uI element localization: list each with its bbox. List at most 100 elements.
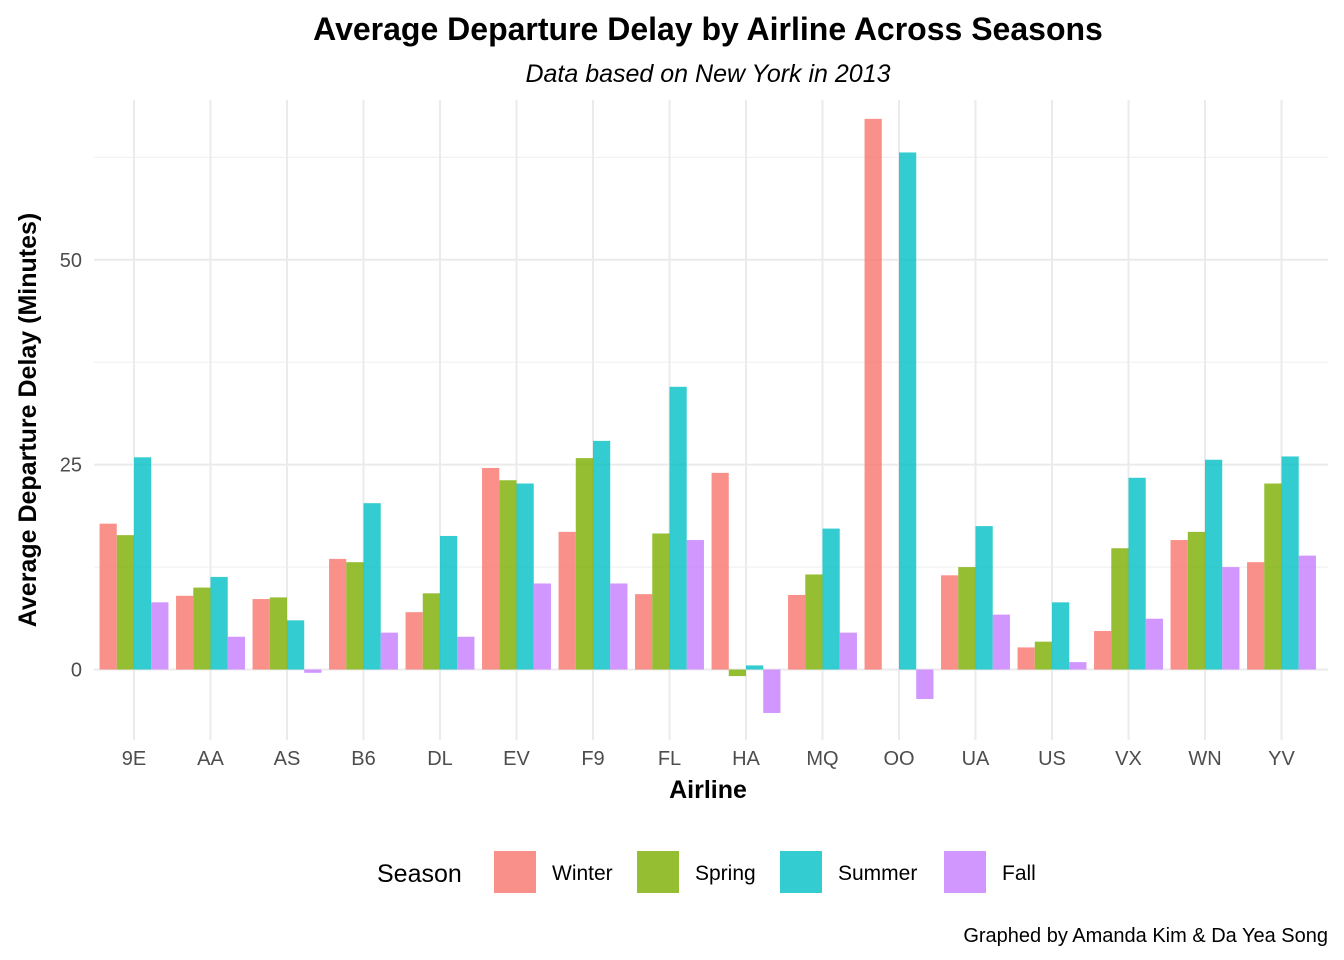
- bar-winter-b6: [329, 558, 347, 670]
- x-tick-label: AA: [197, 748, 224, 770]
- bar-summer-ev: [516, 483, 534, 670]
- bar-summer-oo: [899, 152, 917, 670]
- y-tick-label: 50: [60, 250, 82, 272]
- x-tick-label: VX: [1115, 748, 1142, 770]
- bar-spring-ha: [728, 669, 746, 677]
- bar-fall-yv: [1298, 555, 1316, 670]
- bar-spring-fl: [652, 533, 670, 670]
- bar-summer-ha: [746, 665, 764, 670]
- bar-spring-ua: [958, 567, 976, 670]
- legend-key-fall: [944, 851, 986, 893]
- x-tick-label: UA: [962, 748, 990, 770]
- legend-label-summer: Summer: [838, 862, 917, 885]
- bar-winter-aa: [176, 595, 194, 670]
- bar-fall-us: [1069, 662, 1087, 670]
- bar-winter-dl: [405, 612, 423, 670]
- bar-fall-vx: [1145, 618, 1163, 670]
- bar-summer-us: [1052, 602, 1070, 670]
- y-tick-label: 25: [60, 455, 82, 477]
- x-tick-label: US: [1038, 748, 1066, 770]
- bar-spring-as: [269, 597, 288, 670]
- chart-subtitle: Data based on New York in 2013: [525, 60, 890, 88]
- caption: Graphed by Amanda Kim & Da Yea Song: [963, 925, 1328, 947]
- bar-fall-fl: [686, 540, 704, 670]
- bars: [99, 118, 1316, 713]
- bar-summer-as: [287, 620, 305, 670]
- bar-summer-vx: [1128, 477, 1146, 670]
- bar-spring-wn: [1187, 531, 1205, 670]
- bar-spring-aa: [193, 587, 211, 670]
- bar-spring-9e: [116, 535, 135, 670]
- bar-winter-9e: [99, 523, 117, 670]
- bar-spring-vx: [1111, 548, 1129, 670]
- bar-spring-dl: [422, 593, 441, 670]
- bar-summer-9e: [134, 457, 152, 670]
- y-tick-labels: 0 25 50: [60, 250, 82, 682]
- x-tick-label: DL: [427, 748, 453, 770]
- legend-key-spring: [637, 851, 679, 893]
- bar-winter-fl: [635, 594, 653, 670]
- x-tick-label: OO: [883, 748, 914, 770]
- bar-fall-mq: [839, 632, 857, 670]
- bar-summer-wn: [1205, 459, 1223, 670]
- legend-label-winter: Winter: [552, 862, 613, 885]
- x-tick-label: AS: [274, 748, 301, 770]
- bar-summer-b6: [363, 503, 381, 670]
- bar-winter-ha: [711, 472, 729, 670]
- legend-label-fall: Fall: [1002, 862, 1036, 885]
- bar-summer-mq: [822, 528, 840, 670]
- bar-summer-ua: [975, 526, 993, 670]
- x-tick-label: FL: [658, 748, 681, 770]
- bar-fall-ha: [763, 669, 781, 713]
- y-axis-title: Average Departure Delay (Minutes): [14, 213, 42, 627]
- bar-fall-9e: [151, 602, 169, 670]
- legend-title: Season: [377, 860, 462, 888]
- bar-fall-ua: [992, 614, 1010, 670]
- bar-spring-us: [1034, 641, 1052, 670]
- legend-label-spring: Spring: [695, 862, 756, 885]
- bar-summer-dl: [440, 535, 458, 670]
- bar-summer-aa: [210, 576, 228, 670]
- bar-fall-dl: [457, 636, 475, 670]
- x-tick-label: EV: [503, 748, 530, 770]
- bar-fall-oo: [916, 669, 934, 700]
- bar-winter-us: [1017, 647, 1035, 670]
- x-axis-title: Airline: [669, 776, 747, 804]
- x-tick-label: B6: [351, 748, 375, 770]
- bar-summer-f9: [593, 440, 611, 670]
- x-tick-label: MQ: [806, 748, 838, 770]
- bar-spring-mq: [805, 574, 823, 670]
- bar-winter-ua: [941, 575, 959, 670]
- bar-spring-b6: [346, 562, 364, 670]
- bar-summer-yv: [1281, 456, 1299, 670]
- x-tick-label: F9: [581, 748, 604, 770]
- bar-winter-mq: [788, 594, 806, 670]
- bar-fall-aa: [227, 636, 245, 670]
- x-tick-label: YV: [1268, 748, 1295, 770]
- bar-fall-ev: [533, 583, 551, 670]
- bar-winter-oo: [864, 118, 882, 670]
- legend: Season Winter Spring Summer Fall: [377, 851, 1036, 893]
- bar-spring-yv: [1264, 483, 1282, 670]
- bar-winter-vx: [1094, 631, 1112, 670]
- bar-fall-as: [304, 669, 322, 673]
- legend-key-summer: [780, 851, 822, 893]
- bar-spring-f9: [575, 458, 593, 670]
- bar-winter-yv: [1247, 562, 1265, 670]
- x-tick-label: HA: [732, 748, 760, 770]
- chart-title: Average Departure Delay by Airline Acros…: [313, 11, 1103, 47]
- bar-winter-wn: [1170, 540, 1188, 670]
- legend-key-winter: [494, 851, 536, 893]
- x-tick-label: 9E: [122, 748, 146, 770]
- bar-winter-f9: [558, 531, 576, 670]
- bar-summer-fl: [669, 386, 687, 670]
- bar-fall-wn: [1222, 567, 1240, 670]
- bar-winter-as: [252, 599, 270, 670]
- bar-fall-b6: [380, 632, 398, 670]
- legend-items: Winter Spring Summer Fall: [494, 851, 1036, 893]
- bar-winter-ev: [482, 467, 500, 670]
- x-tick-labels: 9E AA AS B6 DL EV F9 FL HA MQ OO UA US VX WN YV: [122, 748, 1296, 770]
- x-tick-label: WN: [1188, 748, 1221, 770]
- bar-spring-ev: [499, 480, 517, 670]
